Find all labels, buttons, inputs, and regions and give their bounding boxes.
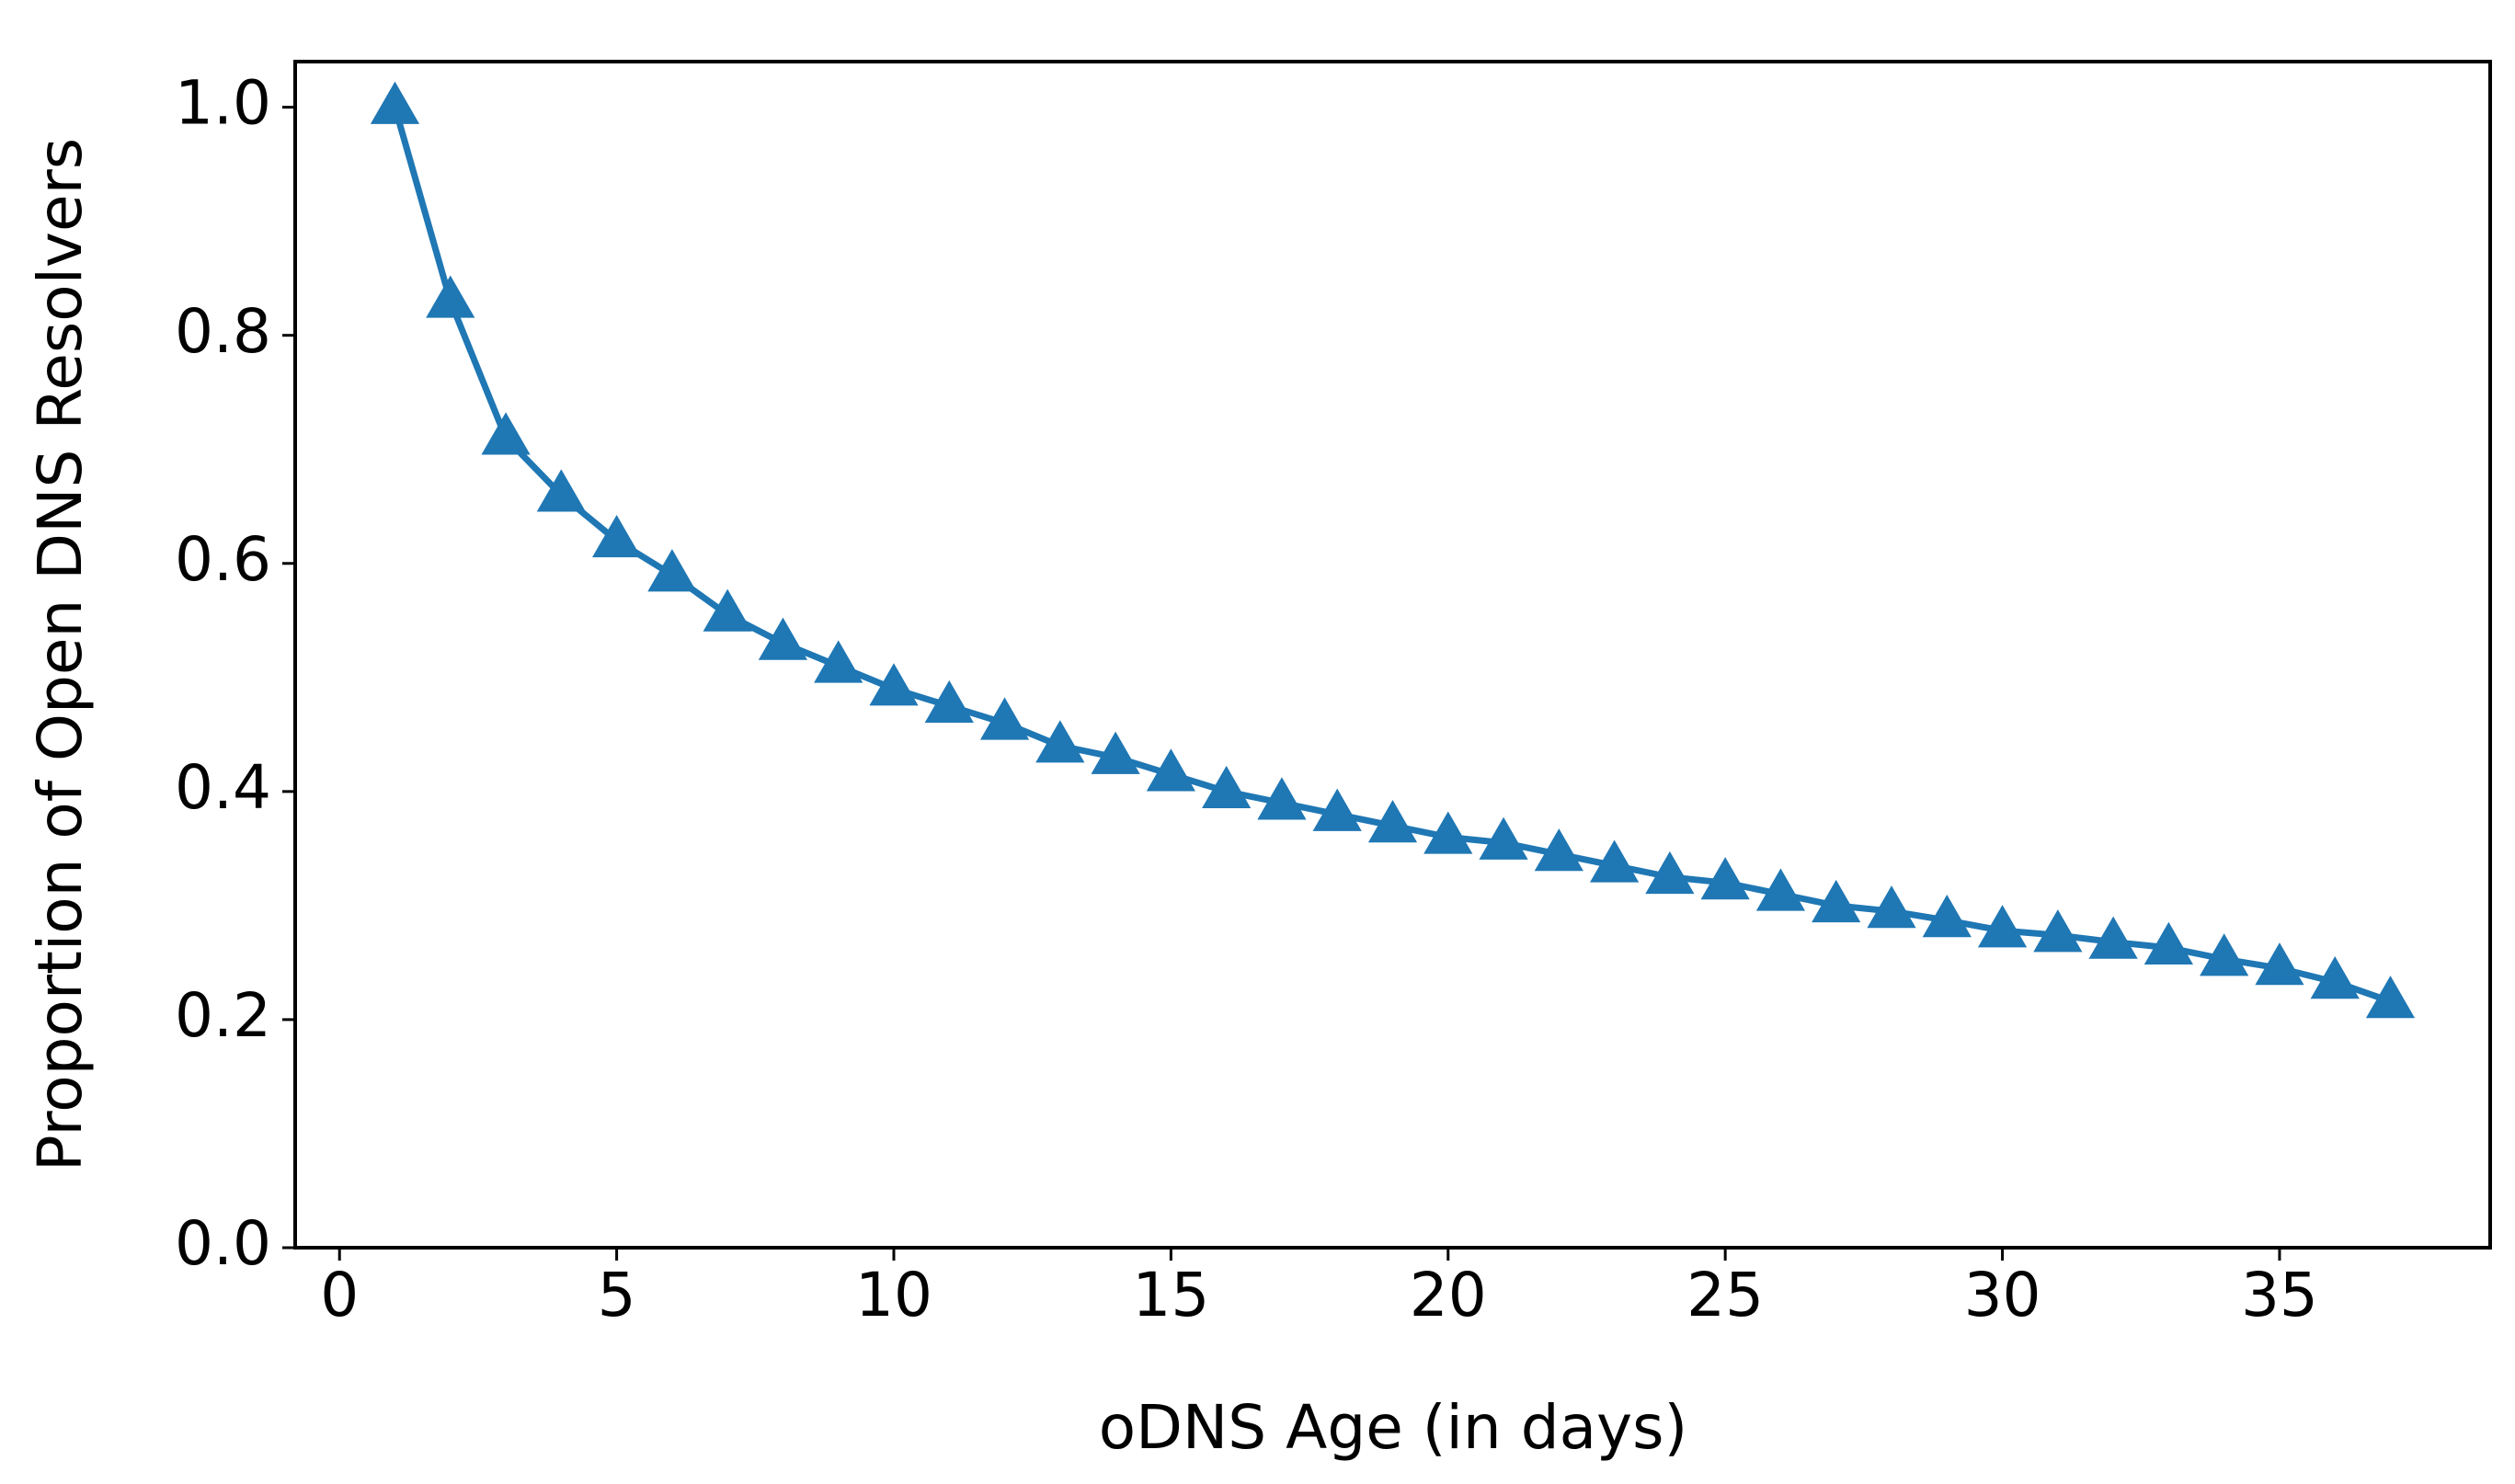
marker [703,588,752,632]
y-tick-label: 0.0 [175,1208,271,1279]
marker [2088,916,2138,959]
marker [2033,909,2083,953]
x-tick-label: 25 [1686,1260,1764,1330]
plot-frame [293,60,2492,1250]
marker [1367,800,1418,843]
marker [647,549,697,592]
x-tick-label: 30 [1964,1260,2041,1330]
marker [2200,933,2249,976]
x-tick-label: 35 [2241,1260,2318,1330]
marker [481,412,531,455]
marker [1035,720,1085,763]
marker [2365,976,2416,1019]
x-tick-label: 15 [1132,1260,1209,1330]
marker [1534,828,1583,872]
x-axis-label: oDNS Age (in days) [1099,1392,1688,1463]
marker [2143,921,2193,965]
marker [869,663,919,706]
marker [1977,905,2028,948]
marker [758,617,808,660]
marker [924,679,974,724]
x-tick-label: 0 [320,1260,359,1330]
marker [1700,857,1750,900]
marker [1146,748,1195,792]
marker [1922,895,1972,938]
marker [592,514,642,558]
y-tick-label: 1.0 [175,68,271,139]
y-axis-label: Proportion of Open DNS Resolvers [25,138,96,1171]
marker [1091,731,1140,774]
marker [2310,955,2360,999]
marker [979,697,1030,740]
marker [536,469,586,512]
y-tick-label: 0.4 [175,752,271,823]
y-tick-label: 0.2 [175,980,271,1051]
marker [1755,868,1806,911]
x-tick-label: 5 [598,1260,636,1330]
marker [1590,839,1640,883]
marker [1257,777,1307,820]
y-tick-label: 0.6 [175,524,271,595]
marker [2255,942,2304,986]
marker [1645,850,1695,895]
x-tick-label: 20 [1410,1260,1487,1330]
marker [370,81,420,124]
marker [1312,788,1362,831]
x-tick-label: 10 [855,1260,932,1330]
marker [814,640,863,683]
marker [1202,765,1252,809]
marker [1423,811,1473,854]
marker [1479,816,1528,860]
marker [1867,885,1916,929]
marker [426,275,475,318]
y-tick-label: 0.8 [175,296,271,367]
marker [1812,879,1861,923]
